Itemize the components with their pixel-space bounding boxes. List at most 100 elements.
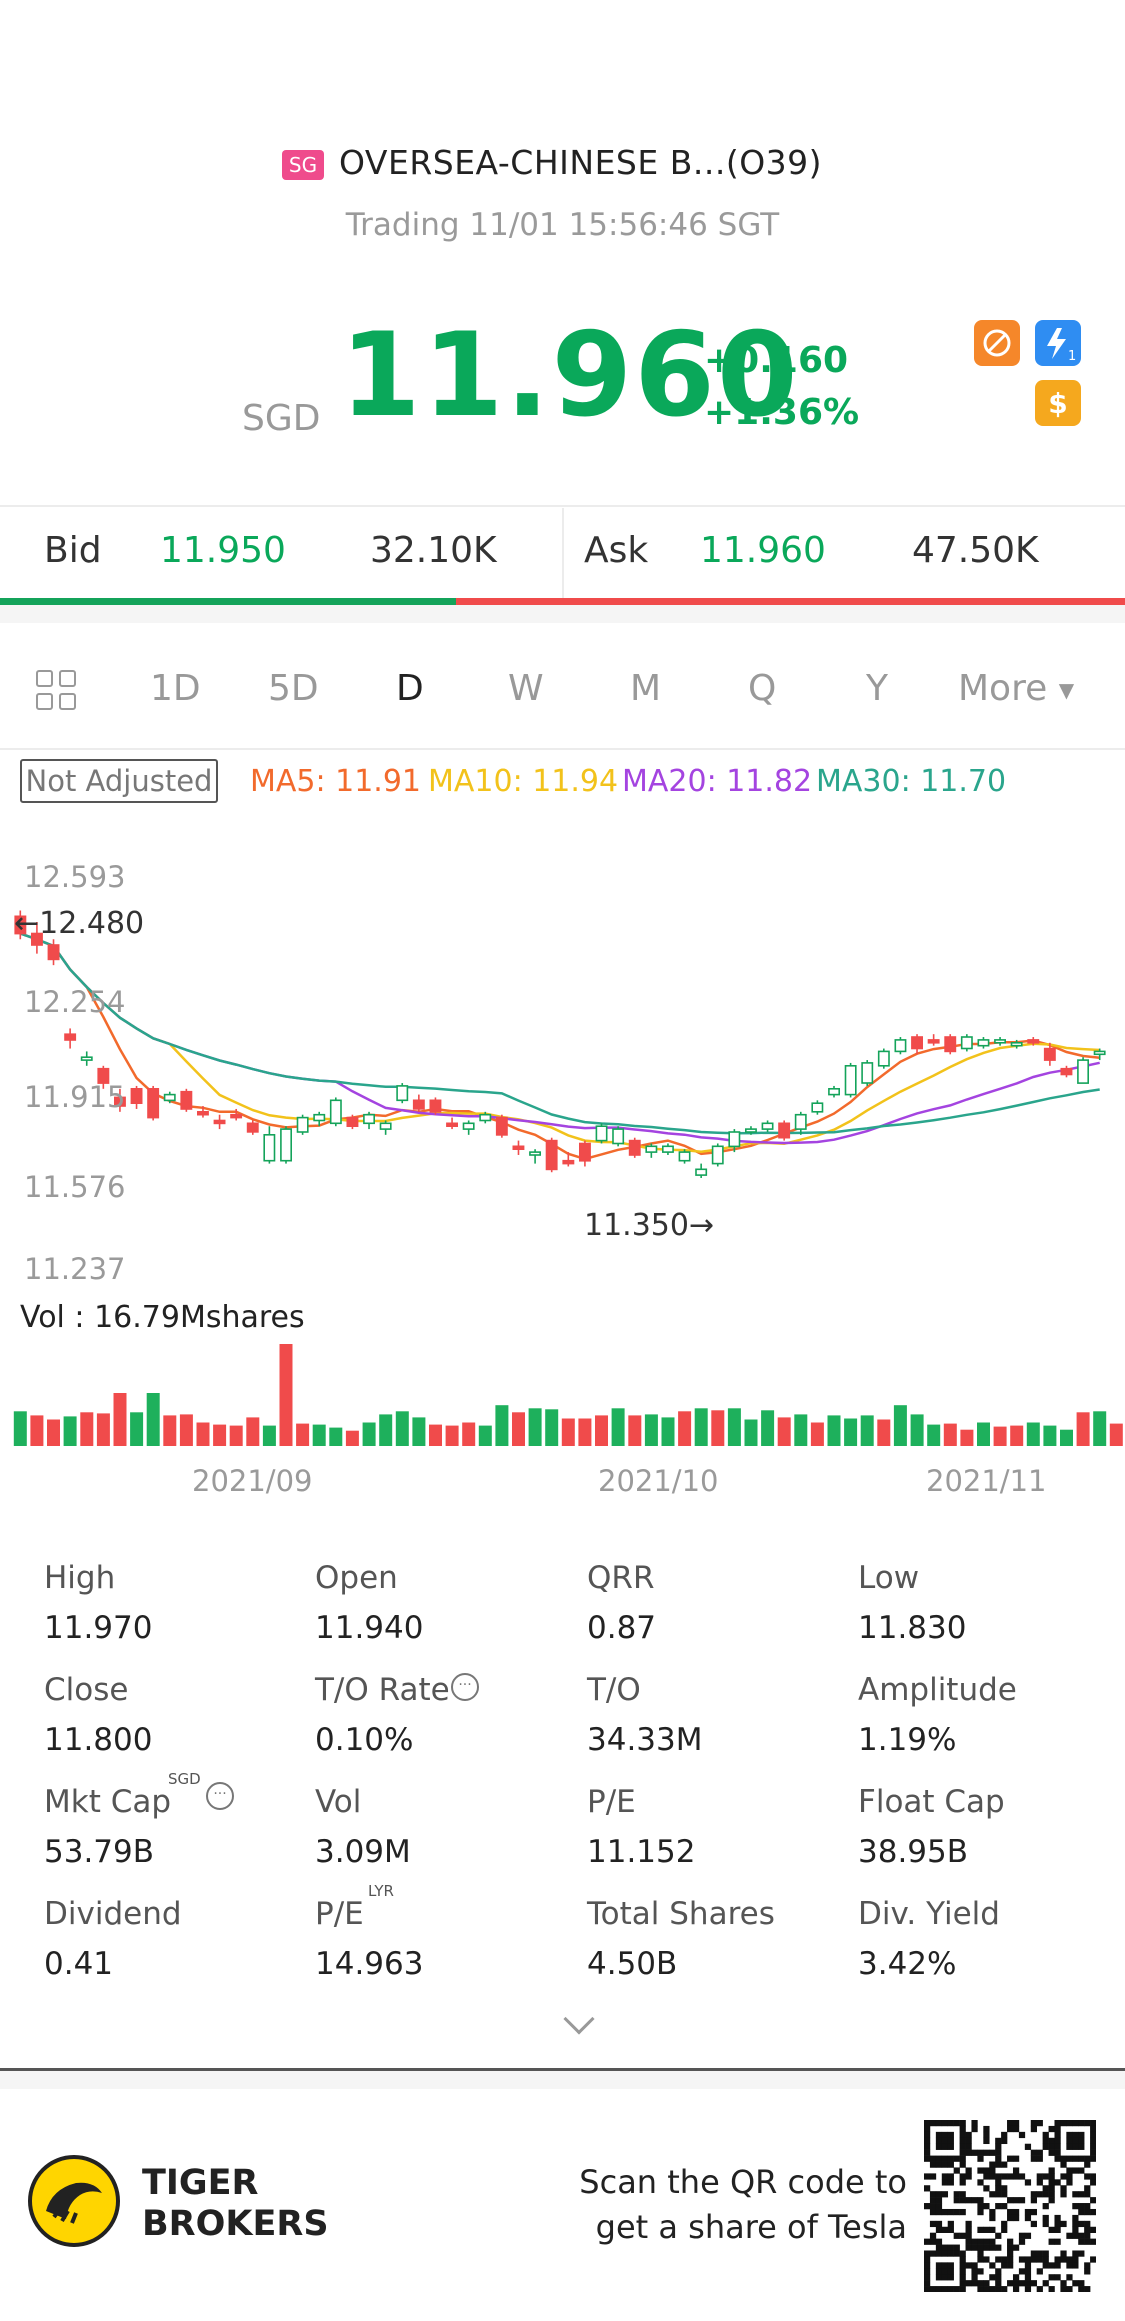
y-tick-label: 11.915 bbox=[24, 1080, 126, 1114]
layout-grid-icon[interactable] bbox=[36, 670, 78, 712]
ask-volume-bar bbox=[456, 598, 1125, 605]
candle-body bbox=[612, 1128, 625, 1145]
volume-bar bbox=[279, 1344, 293, 1446]
candle-body bbox=[645, 1145, 658, 1153]
currency-label: SGD bbox=[242, 398, 321, 439]
tab-d[interactable]: D bbox=[396, 668, 424, 709]
candle-body bbox=[97, 1067, 110, 1084]
bid-price[interactable]: 11.950 bbox=[160, 530, 286, 571]
volume-bar bbox=[628, 1415, 642, 1446]
ma10-line bbox=[19, 932, 1100, 1154]
candle-body bbox=[512, 1145, 525, 1150]
stock-title[interactable]: OVERSEA-CHINESE B...(O39) bbox=[339, 143, 823, 182]
volume-bar bbox=[296, 1423, 310, 1446]
tab-w[interactable]: W bbox=[508, 668, 544, 709]
bid-ask-separator bbox=[562, 508, 564, 598]
volume-bar bbox=[1043, 1425, 1057, 1446]
volume-bar bbox=[1109, 1423, 1123, 1446]
volume-bar bbox=[429, 1424, 442, 1446]
candle-body bbox=[462, 1122, 475, 1130]
stat-label: High bbox=[44, 1560, 116, 1596]
candle-body bbox=[263, 1133, 276, 1162]
candle-body bbox=[894, 1039, 907, 1053]
ma20-value: MA20: 11.82 bbox=[622, 764, 813, 799]
tab-5d[interactable]: 5D bbox=[268, 668, 319, 709]
volume-bar bbox=[13, 1411, 27, 1446]
volume-bar bbox=[977, 1422, 990, 1446]
caret-down-icon: ▼ bbox=[1058, 678, 1075, 702]
stat-label: T/O Rate bbox=[315, 1672, 450, 1708]
volume-bar bbox=[1076, 1412, 1090, 1446]
volume-bar bbox=[345, 1430, 359, 1446]
no-short-icon[interactable] bbox=[974, 320, 1020, 366]
volume-bar bbox=[794, 1414, 808, 1446]
lightning-level1-icon[interactable]: 1 bbox=[1035, 320, 1081, 366]
stat-value: 34.33M bbox=[587, 1722, 703, 1758]
volume-bar bbox=[993, 1426, 1007, 1446]
candle-body bbox=[1077, 1059, 1090, 1084]
candle-body bbox=[363, 1113, 375, 1125]
candle-body bbox=[1010, 1042, 1023, 1047]
tab-q[interactable]: Q bbox=[748, 668, 777, 709]
ma30-value: MA30: 11.70 bbox=[816, 764, 1007, 799]
candle-body bbox=[562, 1159, 575, 1165]
candle-body bbox=[14, 915, 27, 935]
volume-bar bbox=[179, 1414, 193, 1446]
candle-body bbox=[778, 1122, 791, 1139]
candle-body bbox=[163, 1093, 176, 1102]
more-info-icon[interactable]: ··· bbox=[451, 1673, 479, 1701]
candle-body bbox=[661, 1145, 674, 1153]
candle-body bbox=[230, 1113, 243, 1119]
volume-bar bbox=[578, 1418, 592, 1446]
volume-bar bbox=[727, 1408, 741, 1446]
y-tick-label: 11.576 bbox=[24, 1170, 126, 1204]
candle-body bbox=[429, 1099, 442, 1113]
candle-body bbox=[861, 1062, 874, 1084]
candle-body bbox=[213, 1119, 226, 1125]
candle-body bbox=[147, 1087, 160, 1119]
promo-text-line1: Scan the QR code to bbox=[579, 2163, 907, 2201]
left-arrow-icon: ← bbox=[14, 906, 40, 941]
volume-bar bbox=[694, 1408, 708, 1446]
x-tick-label: 2021/09 bbox=[192, 1464, 313, 1498]
divider bbox=[0, 748, 1125, 750]
candle-body bbox=[977, 1039, 990, 1047]
tab-more[interactable]: More ▼ bbox=[958, 668, 1074, 709]
dollar-icon[interactable]: $ bbox=[1035, 380, 1081, 426]
footer-divider bbox=[0, 2068, 1125, 2071]
candlestick-chart[interactable] bbox=[0, 830, 1125, 1470]
adjust-toggle[interactable]: Not Adjusted bbox=[20, 759, 218, 803]
candle-body bbox=[280, 1128, 292, 1162]
candle-body bbox=[695, 1168, 708, 1176]
ask-price[interactable]: 11.960 bbox=[700, 530, 826, 571]
stat-value: 11.152 bbox=[587, 1834, 696, 1870]
stat-value: 53.79B bbox=[44, 1834, 155, 1870]
volume-bar bbox=[943, 1423, 957, 1446]
candle-body bbox=[844, 1065, 857, 1096]
candle-body bbox=[761, 1122, 774, 1130]
volume-bar bbox=[611, 1408, 625, 1446]
stat-value: 0.87 bbox=[587, 1610, 657, 1646]
more-info-icon[interactable]: ··· bbox=[206, 1782, 234, 1810]
tab-m[interactable]: M bbox=[630, 668, 662, 709]
bid-label: Bid bbox=[44, 530, 102, 571]
volume-bar bbox=[379, 1414, 393, 1446]
candle-body bbox=[678, 1151, 691, 1162]
stat-label: Open bbox=[315, 1560, 398, 1596]
volume-bar bbox=[47, 1419, 60, 1446]
volume-bar bbox=[561, 1418, 575, 1446]
market-badge: SG bbox=[282, 150, 324, 180]
high-marker: ←12.480 bbox=[14, 906, 144, 941]
candle-body bbox=[794, 1113, 807, 1130]
stat-value: 0.10% bbox=[315, 1722, 414, 1758]
volume-bar bbox=[844, 1418, 858, 1446]
stat-label: QRR bbox=[587, 1560, 655, 1596]
qr-code[interactable] bbox=[924, 2120, 1096, 2292]
tab-y[interactable]: Y bbox=[866, 668, 888, 709]
tab-1d[interactable]: 1D bbox=[150, 668, 201, 709]
candle-body bbox=[578, 1142, 591, 1162]
volume-bar bbox=[246, 1417, 260, 1446]
stat-value: 0.41 bbox=[44, 1946, 114, 1982]
volume-bar bbox=[1060, 1429, 1073, 1446]
chevron-down-icon[interactable] bbox=[563, 2003, 595, 2035]
